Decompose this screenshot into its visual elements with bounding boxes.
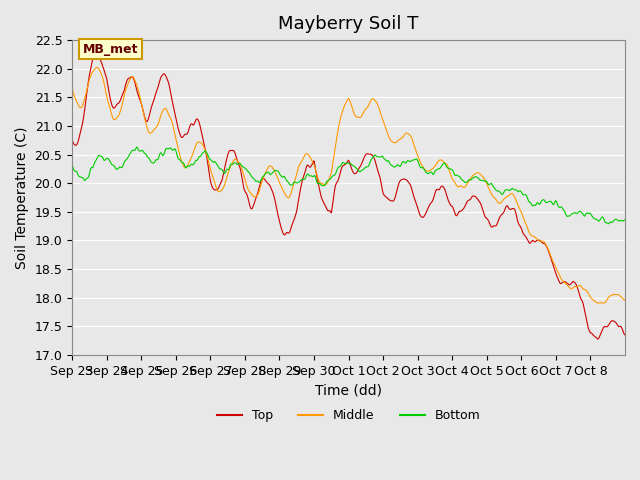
Middle	[621, 298, 629, 303]
Middle	[614, 292, 622, 298]
Top	[594, 336, 602, 342]
Middle	[479, 174, 487, 180]
Top	[155, 81, 163, 86]
Bottom	[605, 221, 612, 227]
Top	[92, 49, 99, 55]
Bottom	[479, 178, 487, 183]
Bottom	[324, 178, 332, 183]
Line: Top: Top	[72, 52, 625, 339]
Legend: Top, Middle, Bottom: Top, Middle, Bottom	[212, 404, 485, 427]
Middle	[68, 86, 76, 92]
Bottom	[155, 154, 163, 159]
Middle	[335, 126, 342, 132]
Top	[335, 177, 342, 182]
Bottom	[335, 164, 342, 170]
Middle	[324, 179, 332, 185]
Top	[68, 137, 76, 143]
Top	[479, 208, 487, 214]
Title: Mayberry Soil T: Mayberry Soil T	[278, 15, 419, 33]
X-axis label: Time (dd): Time (dd)	[315, 383, 382, 397]
Bottom	[68, 162, 76, 168]
Bottom	[133, 144, 141, 150]
Line: Bottom: Bottom	[72, 147, 625, 224]
Middle	[155, 119, 163, 125]
Text: MB_met: MB_met	[83, 43, 139, 56]
Bottom	[621, 217, 629, 223]
Middle	[560, 279, 568, 285]
Line: Middle: Middle	[72, 68, 625, 303]
Middle	[600, 300, 607, 306]
Middle	[93, 65, 101, 71]
Bottom	[560, 208, 568, 214]
Top	[621, 332, 629, 338]
Y-axis label: Soil Temperature (C): Soil Temperature (C)	[15, 126, 29, 269]
Top	[324, 208, 332, 214]
Bottom	[614, 218, 622, 224]
Top	[614, 324, 622, 329]
Top	[560, 279, 568, 285]
